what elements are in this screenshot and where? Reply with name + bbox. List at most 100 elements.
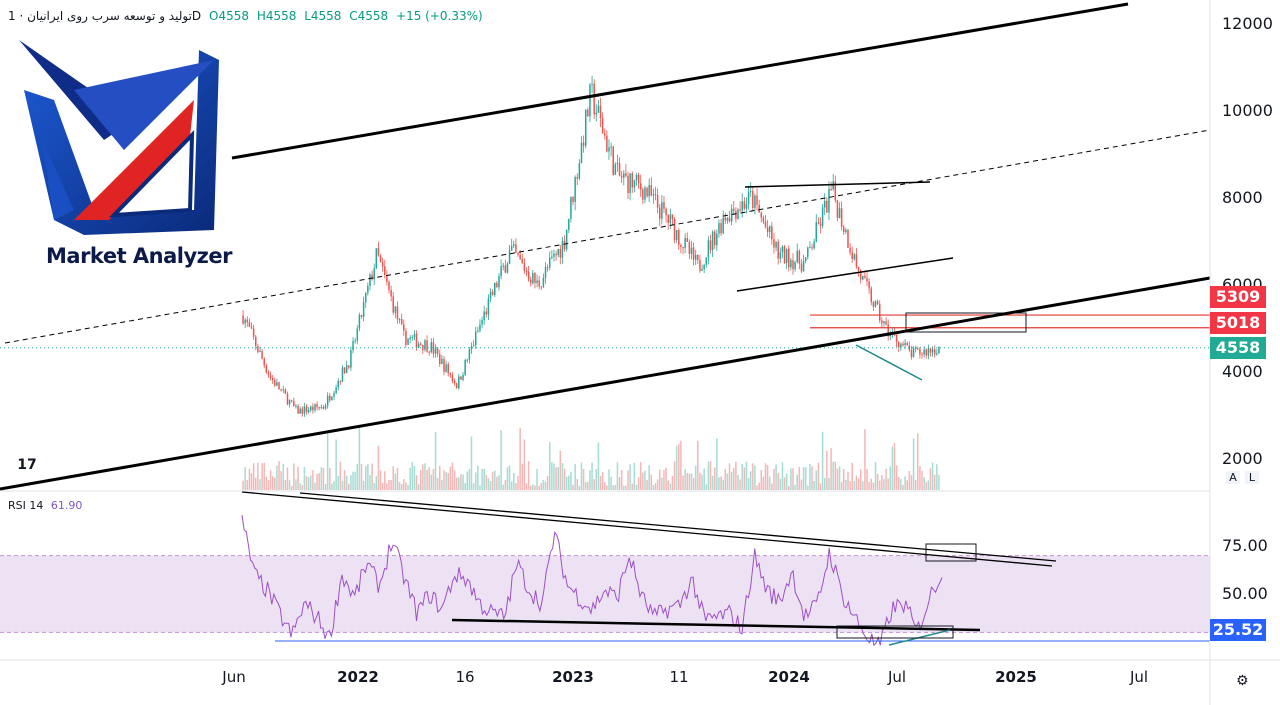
volume-bar bbox=[470, 436, 473, 490]
candle-body bbox=[464, 359, 466, 375]
candle-body bbox=[257, 346, 259, 352]
volume-bar bbox=[733, 467, 735, 490]
log-scale-button[interactable]: L bbox=[1245, 471, 1259, 484]
volume-bar bbox=[536, 468, 538, 490]
volume-bar bbox=[439, 465, 441, 490]
candle-body bbox=[411, 337, 414, 339]
candle-body bbox=[671, 214, 674, 220]
candle-body bbox=[548, 257, 551, 268]
candle-body bbox=[658, 207, 661, 219]
candle-body bbox=[254, 336, 257, 347]
volume-bar bbox=[608, 469, 610, 490]
candle-body bbox=[527, 271, 530, 280]
candle-body bbox=[834, 181, 837, 201]
logo-text: Market Analyzer bbox=[46, 244, 233, 268]
x-tick-label: 11 bbox=[669, 668, 689, 686]
candle-body bbox=[686, 238, 688, 242]
volume-bar bbox=[864, 429, 866, 490]
candle-body bbox=[453, 381, 456, 384]
volume-bar bbox=[485, 475, 488, 490]
candle-body bbox=[927, 348, 930, 356]
candle-body bbox=[574, 177, 576, 202]
candle-body bbox=[513, 244, 515, 246]
volume-bar bbox=[807, 485, 809, 490]
candle-body bbox=[870, 288, 873, 303]
candle-body bbox=[343, 367, 346, 373]
candle-body bbox=[470, 346, 473, 350]
volume-bar bbox=[481, 468, 483, 490]
x-tick-label: Jul bbox=[887, 668, 907, 686]
volume-bar bbox=[553, 463, 555, 490]
candle-body bbox=[853, 254, 856, 260]
volume-bar bbox=[851, 462, 853, 490]
volume-bar bbox=[532, 484, 534, 490]
candle-body bbox=[728, 217, 731, 222]
candle-body bbox=[538, 280, 540, 287]
candle-body bbox=[407, 338, 409, 345]
volume-bar bbox=[868, 482, 870, 490]
volume-bar bbox=[502, 484, 504, 490]
candle-body bbox=[466, 359, 469, 361]
volume-bar bbox=[508, 465, 511, 490]
candle-body bbox=[381, 261, 384, 267]
settings-gear-icon[interactable]: ⚙ bbox=[1236, 673, 1249, 689]
candle-body bbox=[862, 275, 864, 280]
candle-body bbox=[375, 248, 378, 269]
candle-body bbox=[364, 292, 367, 303]
candle-body bbox=[472, 345, 475, 347]
candle-body bbox=[760, 212, 763, 218]
candle-body bbox=[843, 226, 845, 232]
volume-bar bbox=[398, 482, 401, 490]
volume-bar bbox=[474, 472, 477, 490]
volume-bar bbox=[394, 473, 397, 490]
volume-bar bbox=[479, 485, 481, 490]
candle-body bbox=[398, 319, 401, 321]
x-tick-label: 2024 bbox=[768, 668, 810, 686]
candle-body bbox=[754, 195, 756, 208]
volume-bar bbox=[443, 470, 445, 490]
volume-bar bbox=[840, 481, 843, 490]
candle-body bbox=[358, 315, 361, 329]
volume-bar bbox=[322, 467, 325, 490]
volume-bar bbox=[400, 484, 403, 490]
candle-body bbox=[280, 389, 282, 391]
change-value: +15 (+0.33%) bbox=[396, 9, 483, 23]
volume-bar bbox=[329, 467, 331, 490]
candle-body bbox=[405, 330, 407, 345]
candle-body bbox=[409, 337, 411, 339]
volume-bar bbox=[749, 471, 752, 490]
candle-body bbox=[307, 410, 310, 412]
candle-body bbox=[485, 311, 488, 315]
volume-bar bbox=[500, 430, 502, 490]
candle-body bbox=[462, 374, 464, 380]
candle-body bbox=[390, 289, 392, 297]
rsi-header[interactable]: RSI 14 61.90 bbox=[8, 499, 82, 512]
x-tick-label: 2025 bbox=[995, 668, 1037, 686]
volume-bar bbox=[453, 470, 456, 490]
candle-body bbox=[316, 404, 318, 408]
volume-bar bbox=[343, 469, 346, 490]
candle-body bbox=[570, 196, 572, 219]
tradingview-logo-icon[interactable]: 17 bbox=[12, 452, 42, 478]
candle-body bbox=[792, 260, 794, 270]
volume-bar bbox=[599, 475, 602, 490]
y-tick-label: 12000 bbox=[1222, 14, 1273, 33]
volume-bar bbox=[859, 469, 862, 490]
volume-bar bbox=[259, 479, 261, 490]
candle-body bbox=[356, 328, 359, 341]
candle-body bbox=[711, 231, 714, 250]
auto-scale-button[interactable]: A bbox=[1226, 471, 1240, 484]
candle-body bbox=[432, 342, 435, 354]
volume-bar bbox=[424, 463, 426, 490]
volume-bar bbox=[817, 462, 820, 490]
volume-bar bbox=[802, 467, 805, 490]
interval[interactable]: · 1D bbox=[8, 9, 202, 23]
symbol-header: تولید و توسعه سرب روی ایرانیان · 1D O455… bbox=[8, 9, 483, 23]
candle-body bbox=[565, 229, 568, 250]
candle-body bbox=[246, 319, 249, 323]
volume-bar bbox=[540, 483, 543, 490]
volume-bar bbox=[504, 480, 507, 490]
volume-bar bbox=[936, 464, 938, 490]
candle-body bbox=[504, 265, 507, 273]
